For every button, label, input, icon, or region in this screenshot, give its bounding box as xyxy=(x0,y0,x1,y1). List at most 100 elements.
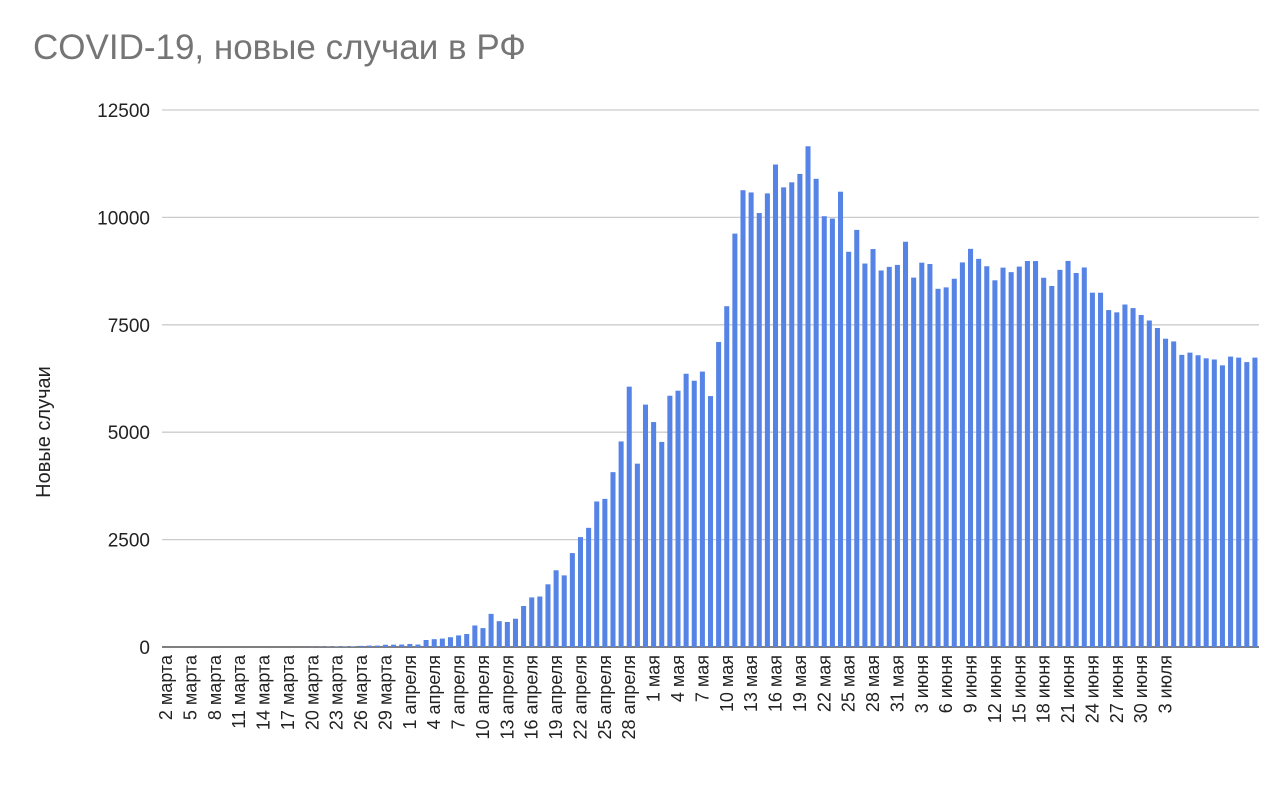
bar xyxy=(854,229,860,647)
bar xyxy=(642,404,649,647)
bar xyxy=(919,262,925,647)
bar xyxy=(951,278,957,647)
bar xyxy=(846,251,852,647)
bar xyxy=(561,575,567,647)
bar xyxy=(594,501,600,647)
bar xyxy=(1236,357,1242,647)
bar xyxy=(878,270,884,647)
bar xyxy=(504,622,510,647)
bar xyxy=(1244,362,1250,647)
bar xyxy=(1081,267,1087,647)
bar xyxy=(626,386,632,647)
x-tick-label: 13 апреля xyxy=(497,655,517,739)
bar xyxy=(569,553,575,647)
bar xyxy=(366,645,372,647)
x-tick-label: 4 апреля xyxy=(424,655,444,729)
y-tick-label: 10000 xyxy=(97,208,150,229)
bar xyxy=(602,498,608,647)
x-axis-ticks: 2 марта 5 марта 8 марта 11 марта 14 марта 17 … xyxy=(156,654,1175,739)
bar xyxy=(756,213,762,647)
bar xyxy=(1008,272,1014,647)
bar xyxy=(838,191,844,647)
x-tick-label: 24 июня xyxy=(1082,655,1102,723)
y-tick-label: 12500 xyxy=(97,101,150,122)
bar xyxy=(959,262,965,647)
x-tick-label: 3 июня xyxy=(912,655,932,713)
bar xyxy=(1228,356,1234,647)
bar xyxy=(976,258,982,647)
x-tick-label: 29 марта xyxy=(375,654,395,730)
x-tick-label: 12 июня xyxy=(985,655,1005,723)
bar xyxy=(358,645,364,647)
bar xyxy=(1195,355,1201,647)
bar xyxy=(675,390,681,647)
x-tick-label: 31 мая xyxy=(887,655,907,712)
bar xyxy=(1211,359,1217,647)
x-tick-label: 21 июня xyxy=(1058,655,1078,723)
bar xyxy=(821,216,827,647)
bar xyxy=(1114,312,1120,647)
bar xyxy=(1138,315,1144,647)
x-tick-label: 5 марта xyxy=(180,654,200,720)
x-tick-label: 1 апреля xyxy=(400,655,420,729)
x-tick-label: 14 марта xyxy=(254,654,274,730)
bar xyxy=(431,639,437,647)
bar xyxy=(1057,269,1063,647)
bar xyxy=(1146,320,1152,647)
bar xyxy=(577,537,584,647)
x-tick-label: 4 мая xyxy=(668,655,688,702)
y-axis-ticks: 0 2500 5000 7500 10000 12500 xyxy=(97,101,150,659)
bar xyxy=(634,463,640,647)
x-tick-label: 10 мая xyxy=(717,655,737,712)
bar xyxy=(1106,310,1112,647)
bar xyxy=(488,613,494,647)
bar xyxy=(391,644,397,647)
bar xyxy=(586,527,592,647)
bar xyxy=(496,621,502,647)
bar xyxy=(870,249,876,647)
bar xyxy=(911,277,917,647)
bar xyxy=(512,618,518,647)
x-tick-label: 1 мая xyxy=(644,655,664,702)
x-tick-label: 10 апреля xyxy=(473,655,493,739)
bar xyxy=(943,287,949,647)
bar xyxy=(423,640,429,647)
y-tick-label: 7500 xyxy=(108,316,150,337)
x-tick-label: 26 марта xyxy=(351,654,371,730)
bar xyxy=(1163,338,1169,647)
x-tick-label: 23 марта xyxy=(327,654,347,730)
x-tick-label: 9 июня xyxy=(961,655,981,713)
bar xyxy=(968,248,974,647)
bar xyxy=(707,396,714,647)
y-tick-label: 2500 xyxy=(108,531,150,552)
y-axis-label: Новые случаи xyxy=(33,366,55,498)
x-tick-label: 7 апреля xyxy=(449,655,469,729)
x-tick-label: 7 мая xyxy=(692,655,712,702)
bar xyxy=(772,164,779,647)
bar xyxy=(618,441,624,647)
bar xyxy=(1033,261,1039,647)
bar xyxy=(927,264,933,647)
bars xyxy=(309,146,1258,648)
bar xyxy=(1171,341,1177,647)
bar xyxy=(1122,304,1128,647)
bar xyxy=(862,263,868,647)
y-tick-label: 5000 xyxy=(108,423,150,444)
x-tick-label: 19 мая xyxy=(790,655,810,712)
bar xyxy=(992,280,998,647)
x-tick-label: 11 марта xyxy=(229,654,249,729)
bar xyxy=(439,638,445,647)
x-tick-label: 8 марта xyxy=(205,654,225,720)
bar xyxy=(651,422,657,647)
x-tick-label: 13 мая xyxy=(741,655,761,712)
bar xyxy=(1130,308,1136,647)
bar xyxy=(1024,261,1030,647)
bar xyxy=(1098,292,1104,647)
x-tick-label: 15 июня xyxy=(1009,655,1029,723)
x-tick-label: 2 марта xyxy=(156,654,176,720)
bar xyxy=(797,173,803,648)
bar xyxy=(1252,357,1258,647)
bar xyxy=(529,597,535,647)
chart-title: COVID-19, новые случаи в РФ xyxy=(33,28,526,67)
bar xyxy=(781,187,787,647)
